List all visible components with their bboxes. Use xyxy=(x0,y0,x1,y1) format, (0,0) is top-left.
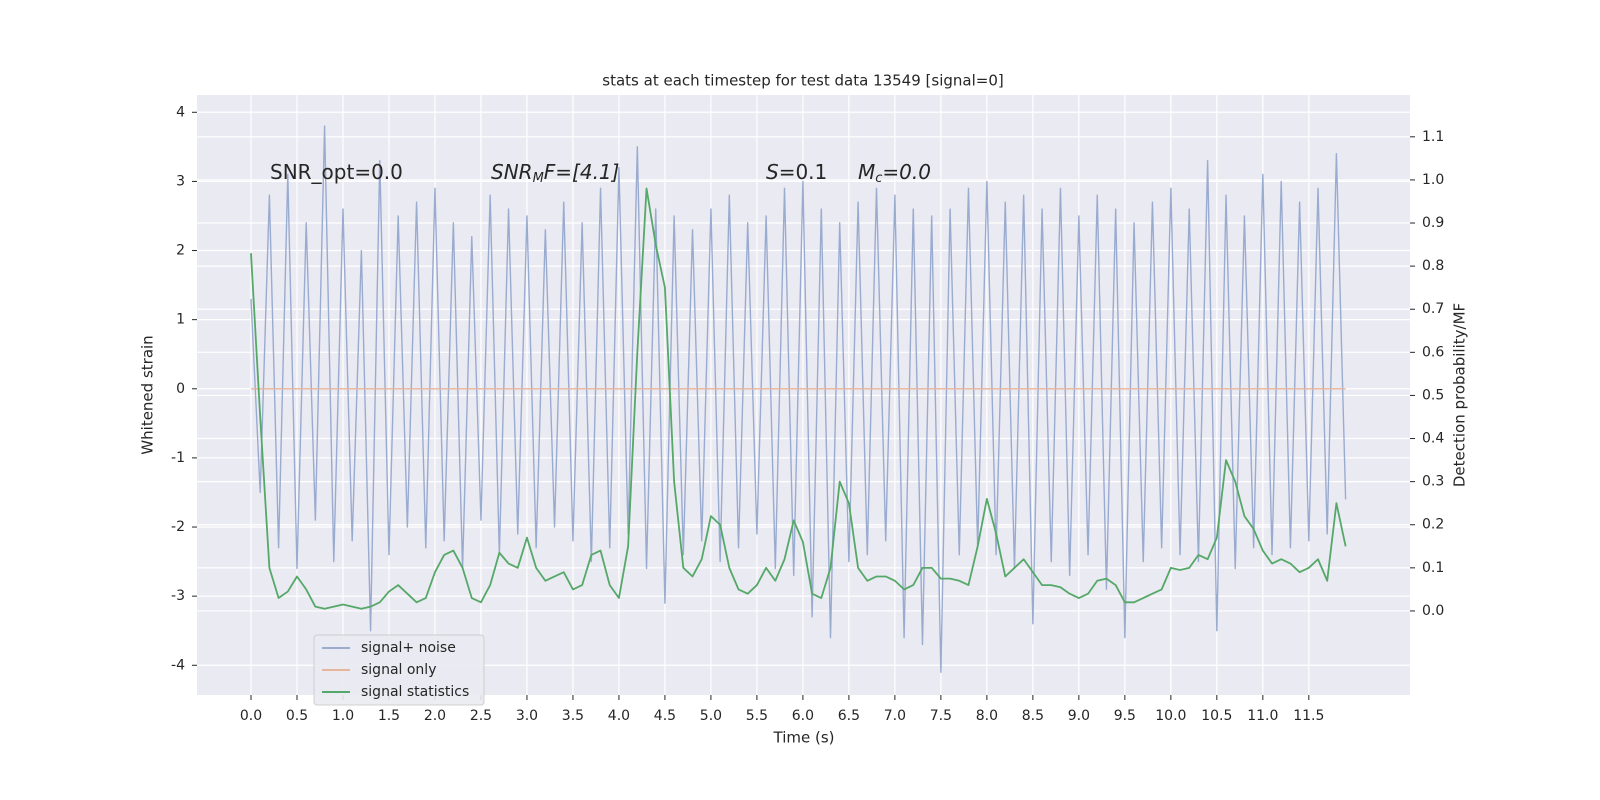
y2-tick-label: 0.8 xyxy=(1422,258,1444,274)
x-tick-label: 3.0 xyxy=(516,708,538,724)
x-tick-label: 11.5 xyxy=(1293,708,1324,724)
x-tick-label: 5.0 xyxy=(700,708,722,724)
x-tick-label: 6.5 xyxy=(838,708,860,724)
annotation-part: =0.0 xyxy=(882,160,931,184)
annotation-part: F=[4.1] xyxy=(544,160,620,184)
y2-tick-label: 0.2 xyxy=(1422,517,1444,533)
x-tick-label: 1.0 xyxy=(332,708,354,724)
x-tick-label: 0.0 xyxy=(240,708,262,724)
annotation: SNRMF=[4.1] xyxy=(491,160,619,186)
x-tick-label: 7.0 xyxy=(884,708,906,724)
y2-tick-label: 0.5 xyxy=(1422,387,1444,403)
legend-label: signal statistics xyxy=(361,684,469,700)
y-tick-label: 2 xyxy=(176,243,185,259)
y-tick-label: -4 xyxy=(171,657,185,673)
x-tick-label: 2.5 xyxy=(470,708,492,724)
x-tick-label: 4.0 xyxy=(608,708,630,724)
y-tick-label: 0 xyxy=(176,381,185,397)
y2-tick-label: 0.9 xyxy=(1422,215,1444,231)
x-tick-label: 0.5 xyxy=(286,708,308,724)
annotation-part: =0.1 xyxy=(779,160,828,184)
series-line xyxy=(250,125,1347,673)
x-tick-label: 9.5 xyxy=(1114,708,1136,724)
legend xyxy=(313,634,485,706)
legend-label: signal only xyxy=(361,662,436,678)
y2-tick-label: 0.7 xyxy=(1422,301,1444,317)
y-tick-label: 4 xyxy=(176,104,185,120)
annotation-part: SNR_opt=0.0 xyxy=(270,160,403,184)
x-tick-label: 2.0 xyxy=(424,708,446,724)
x-tick-label: 8.0 xyxy=(976,708,998,724)
annotation: SNR_opt=0.0 xyxy=(270,160,403,184)
annotation-part: M xyxy=(533,171,544,186)
y-tick-label: 3 xyxy=(176,173,185,189)
x-axis-label: Time (s) xyxy=(773,729,835,747)
annotation: Mc=0.0 xyxy=(858,160,931,186)
annotation-part: S xyxy=(766,160,779,184)
x-tick-label: 8.5 xyxy=(1022,708,1044,724)
x-tick-label: 11.0 xyxy=(1247,708,1278,724)
x-tick-label: 5.5 xyxy=(746,708,768,724)
x-tick-label: 4.5 xyxy=(654,708,676,724)
x-tick-label: 6.0 xyxy=(792,708,814,724)
y2-axis-label: Detection probability/MF xyxy=(1451,303,1469,487)
x-tick-label: 9.0 xyxy=(1068,708,1090,724)
y-axis-label: Whitened strain xyxy=(139,335,157,454)
y2-tick-label: 0.6 xyxy=(1422,344,1444,360)
y-tick-label: -2 xyxy=(171,519,185,535)
x-tick-label: 7.5 xyxy=(930,708,952,724)
y2-tick-label: 0.0 xyxy=(1422,603,1444,619)
y-tick-label: 1 xyxy=(176,312,185,328)
y2-tick-label: 0.1 xyxy=(1422,560,1444,576)
annotation: S=0.1 xyxy=(766,160,827,184)
y2-tick-label: 1.0 xyxy=(1422,172,1444,188)
x-tick-label: 10.5 xyxy=(1201,708,1232,724)
x-tick-label: 10.0 xyxy=(1155,708,1186,724)
y2-tick-label: 0.4 xyxy=(1422,431,1444,447)
annotation-part: M xyxy=(858,160,875,184)
y2-tick-label: 1.1 xyxy=(1422,129,1444,145)
y-tick-label: -3 xyxy=(171,588,185,604)
y2-tick-label: 0.3 xyxy=(1422,474,1444,490)
legend-label: signal+ noise xyxy=(361,640,456,656)
series-line xyxy=(250,187,1347,610)
x-tick-label: 1.5 xyxy=(378,708,400,724)
chart-title: stats at each timestep for test data 135… xyxy=(602,72,1003,90)
annotation-part: c xyxy=(875,171,882,186)
y-tick-label: -1 xyxy=(171,450,185,466)
x-tick-label: 3.5 xyxy=(562,708,584,724)
annotation-part: SNR xyxy=(491,160,533,184)
